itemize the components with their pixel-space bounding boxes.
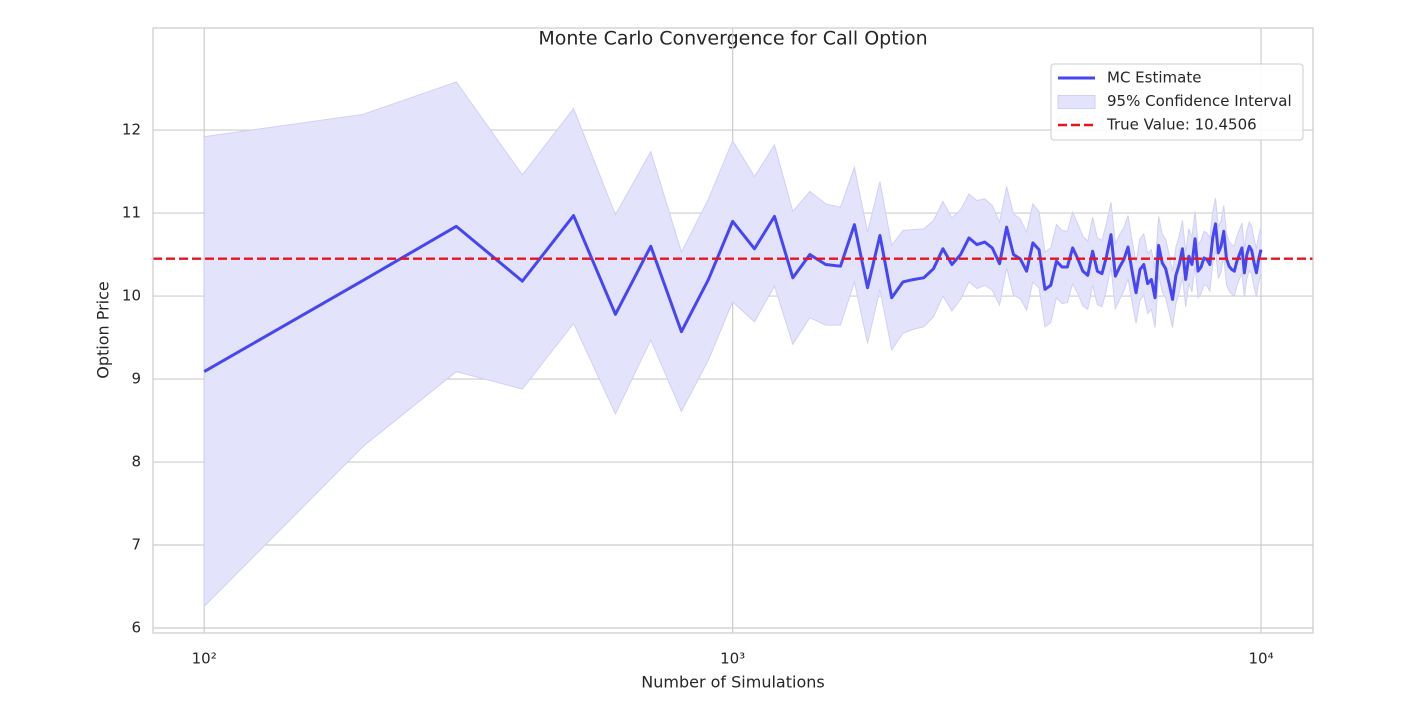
plot-frame <box>152 27 1314 634</box>
x-axis-label: Number of Simulations <box>641 673 824 692</box>
y-tick-label: 8 <box>131 453 141 471</box>
y-tick-label: 11 <box>122 204 141 222</box>
y-tick-label: 12 <box>122 121 141 139</box>
y-tick-label: 10 <box>122 287 141 305</box>
y-axis-label: Option Price <box>94 281 113 379</box>
y-tick-label: 6 <box>131 619 141 637</box>
legend-label: 95% Confidence Interval <box>1107 92 1292 110</box>
x-tick-label: 10² <box>192 650 217 668</box>
x-tick-label: 10⁴ <box>1249 650 1274 668</box>
y-tick-label: 7 <box>131 536 141 554</box>
legend-label: MC Estimate <box>1107 69 1201 87</box>
confidence-band <box>203 81 1262 608</box>
x-tick-label: 10³ <box>720 650 745 668</box>
y-tick-label: 9 <box>131 370 141 388</box>
series-line <box>203 214 1263 373</box>
legend-label: True Value: 10.4506 <box>1106 116 1257 134</box>
legend-swatch <box>1057 95 1096 109</box>
legend-box <box>1050 63 1304 141</box>
